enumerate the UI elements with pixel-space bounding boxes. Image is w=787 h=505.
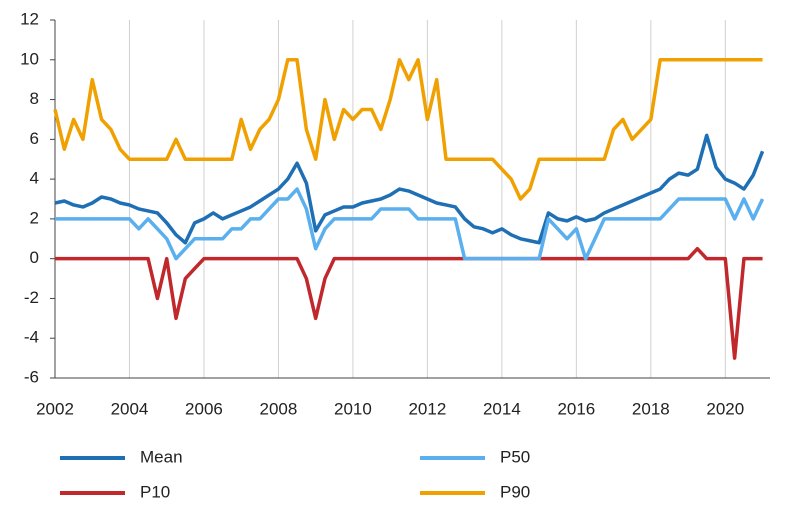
y-tick-label: 8 xyxy=(30,89,39,108)
x-tick-label: 2014 xyxy=(483,399,521,418)
x-tick-label: 2008 xyxy=(260,399,298,418)
y-tick-label: -4 xyxy=(24,328,39,347)
y-tick-label: 2 xyxy=(30,208,39,227)
x-tick-label: 2010 xyxy=(334,399,372,418)
y-tick-label: 12 xyxy=(20,9,39,28)
series-line xyxy=(54,133,765,245)
series-line xyxy=(55,187,765,261)
x-tick-label: 2002 xyxy=(36,399,74,418)
series-line xyxy=(55,246,763,360)
y-tick-label: -6 xyxy=(24,367,39,386)
series-line xyxy=(53,58,763,201)
y-tick-label: -2 xyxy=(24,288,39,307)
x-tick-label: 2018 xyxy=(632,399,670,418)
legend-label: Mean xyxy=(140,447,183,466)
x-tick-label: 2012 xyxy=(408,399,446,418)
x-tick-label: 2006 xyxy=(185,399,223,418)
x-tick-label: 2020 xyxy=(706,399,744,418)
legend-label: P50 xyxy=(500,447,530,466)
legend-label: P90 xyxy=(500,482,530,501)
legend-label: P10 xyxy=(140,482,170,501)
x-tick-label: 2004 xyxy=(111,399,149,418)
y-tick-label: 10 xyxy=(20,49,39,68)
x-tick-label: 2016 xyxy=(557,399,595,418)
y-tick-label: 0 xyxy=(30,248,39,267)
y-tick-label: 6 xyxy=(30,129,39,148)
y-tick-label: 4 xyxy=(30,169,39,188)
